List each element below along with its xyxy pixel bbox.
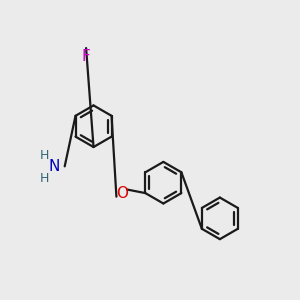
Text: H: H xyxy=(40,172,49,185)
Text: N: N xyxy=(49,159,60,174)
Text: O: O xyxy=(116,186,128,201)
Text: H: H xyxy=(40,149,49,162)
Text: F: F xyxy=(82,49,91,64)
